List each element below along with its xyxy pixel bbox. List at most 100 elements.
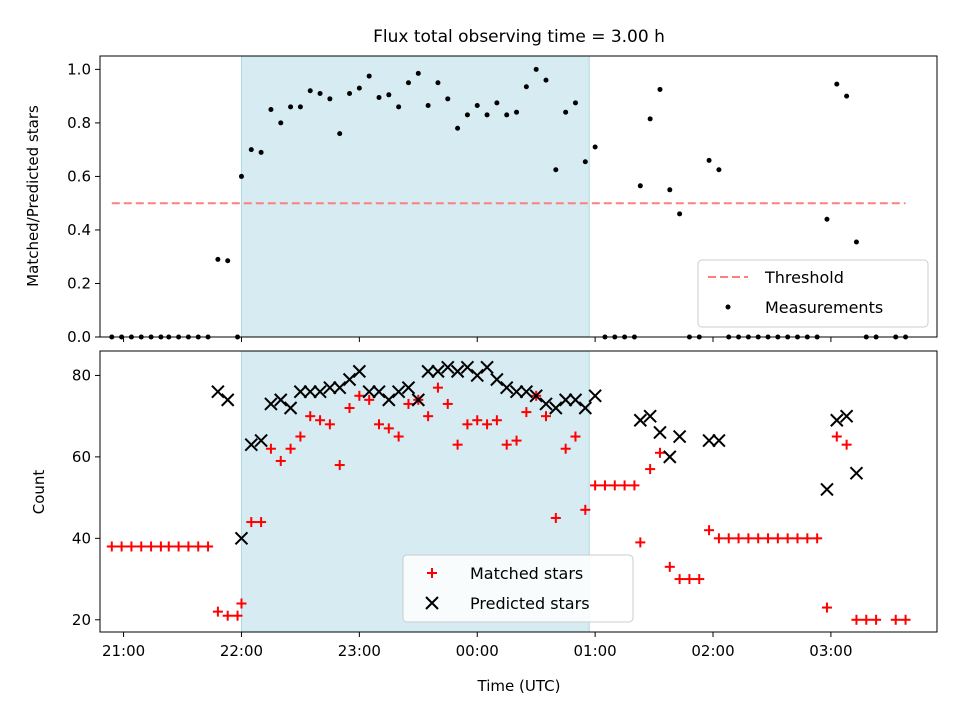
matched-star-point: [432, 382, 443, 393]
matched-star-point: [694, 574, 705, 585]
measurement-point: [582, 159, 588, 165]
predicted-star-point: [509, 385, 524, 399]
matched-star-point: [374, 419, 384, 430]
matched-star-point: [472, 415, 483, 426]
matched-star-point: [861, 614, 872, 625]
measurement-point: [504, 112, 510, 118]
measurement-point: [657, 86, 663, 92]
ratio-panel: 0.0 0.2 0.4 0.6 0.8 1.0 Matched/Predicted sta…: [24, 55, 938, 346]
measurement-point: [238, 173, 244, 179]
y-tick-label: 40: [72, 529, 91, 547]
measurement-point: [307, 88, 313, 94]
matched-star-point: [890, 614, 901, 625]
matched-star-point: [645, 464, 656, 475]
matched-star-point: [232, 610, 243, 621]
time-x-axis: 21:00 22:00 23:00 00:00 01:00 02:00 03:00: [102, 632, 853, 660]
measurement-point: [474, 103, 480, 109]
measurement-point: [647, 116, 653, 122]
predicted-star-point: [221, 393, 235, 407]
matched-star-point: [654, 447, 665, 458]
matched-star-point: [462, 419, 473, 430]
measurement-point: [494, 100, 500, 106]
matched-star-point: [501, 439, 512, 450]
measurement-point: [425, 103, 431, 109]
matched-star-point: [212, 606, 223, 617]
matched-star-point: [831, 431, 842, 442]
measurement-point: [258, 149, 264, 155]
matched-star-point: [236, 598, 247, 609]
predicted-star-point: [588, 389, 602, 403]
chart-title: Flux total observing time = 3.00 h: [373, 27, 665, 47]
ratio-y-label: Matched/Predicted stars: [24, 105, 42, 287]
measurement-point: [356, 85, 362, 91]
predicted-star-point: [578, 401, 593, 415]
x-tick-label: 01:00: [574, 642, 617, 660]
matched-star-point: [334, 460, 345, 471]
measurement-point: [386, 92, 392, 98]
predicted-star-point: [539, 397, 553, 411]
matched-star-point: [265, 443, 276, 454]
y-tick-label: 1.0: [67, 60, 91, 78]
count-y-label: Count: [30, 470, 48, 515]
matched-star-point: [222, 610, 233, 621]
predicted-star-point: [264, 397, 278, 411]
predicted-star-point: [568, 393, 583, 407]
legend-measurements-label: Measurements: [765, 298, 883, 317]
matched-star-point: [126, 541, 137, 552]
matched-star-point: [521, 407, 532, 418]
predicted-star-point: [293, 385, 308, 399]
measurement-point: [337, 131, 343, 137]
predicted-star-point: [323, 380, 337, 395]
predicted-star-point: [849, 466, 864, 480]
matched-star-point: [763, 533, 774, 544]
matched-star-point: [635, 537, 646, 548]
matched-star-point: [674, 574, 685, 585]
matched-star-point: [812, 533, 823, 544]
measurement-point: [278, 120, 284, 126]
measurement-point: [667, 187, 673, 193]
predicted-star-point: [274, 393, 288, 407]
measurement-point: [366, 73, 372, 79]
matched-star-point: [900, 614, 911, 625]
matched-star-point: [599, 480, 610, 491]
y-tick-label: 60: [72, 448, 91, 466]
matched-star-point: [193, 541, 204, 552]
legend-predicted-label: Predicted stars: [470, 594, 590, 613]
predicted-star-point: [283, 401, 298, 415]
matched-star-point: [821, 602, 832, 613]
matched-star-point: [354, 390, 365, 401]
matched-star-point: [146, 541, 157, 552]
matched-star-point: [423, 411, 434, 422]
predicted-star-point: [712, 433, 726, 448]
measurement-point: [716, 167, 722, 173]
matched-star-point: [550, 512, 561, 523]
count-panel-frame: [99, 350, 938, 633]
ratio-x-ticks: [123, 337, 832, 342]
measurement-point: [327, 96, 333, 102]
matched-star-point: [364, 394, 375, 405]
measurement-point: [572, 100, 578, 106]
matched-star-point: [442, 398, 453, 409]
predicted-star-point: [211, 385, 225, 399]
y-tick-label: 20: [72, 611, 91, 629]
matched-star-point: [792, 533, 803, 544]
predicted-star-point: [332, 380, 347, 395]
predicted-star-point: [431, 364, 445, 379]
matched-star-point: [743, 533, 754, 544]
predicted-star-point: [702, 433, 716, 448]
x-tick-label: 03:00: [809, 642, 852, 660]
predicted-stars-series: [211, 360, 864, 546]
ratio-panel-frame: [99, 55, 938, 338]
matched-star-point: [723, 533, 734, 544]
measurement-point: [297, 104, 303, 110]
measurement-point: [706, 157, 712, 163]
measurement-point: [543, 77, 549, 83]
matched-star-point: [664, 561, 675, 572]
measurement-point: [677, 211, 683, 217]
predicted-star-point: [500, 380, 514, 395]
predicted-star-point: [441, 360, 455, 374]
matched-star-point: [106, 541, 117, 552]
matched-star-point: [275, 455, 286, 466]
time-x-label: Time (UTC): [477, 677, 561, 695]
ratio-legend-box: [697, 259, 929, 328]
